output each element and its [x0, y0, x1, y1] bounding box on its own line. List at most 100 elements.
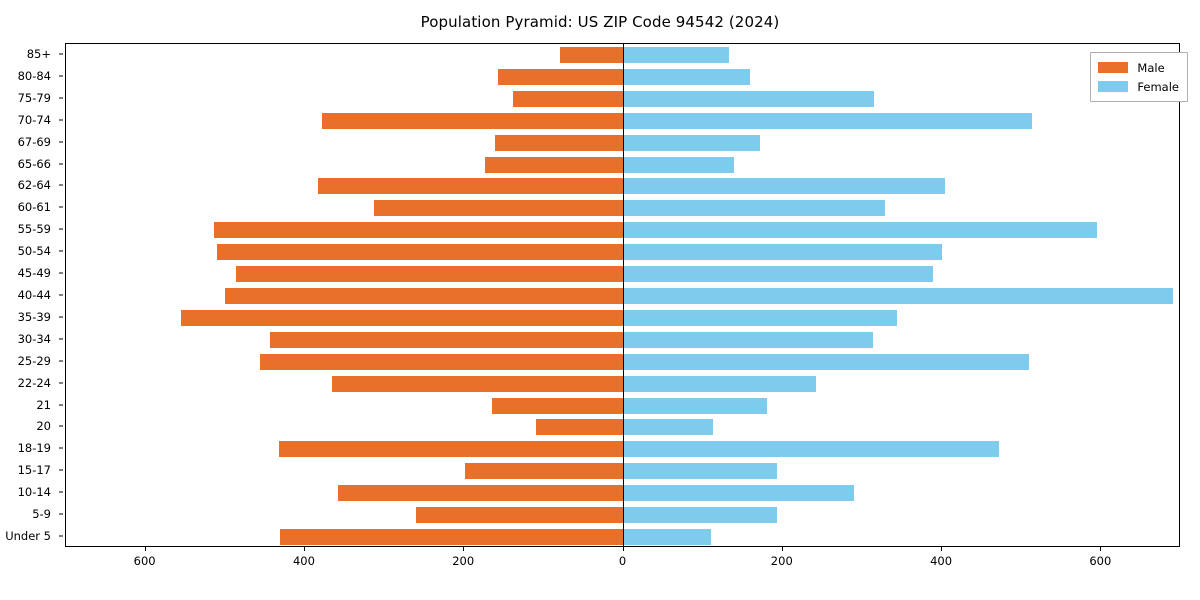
y-axis-label-35-39: 35-39	[17, 309, 51, 324]
bar-male-55-59[interactable]	[214, 222, 624, 239]
bar-female-40-44[interactable]	[623, 287, 1174, 304]
y-axis-tick	[59, 491, 63, 493]
bar-female-70-74[interactable]	[623, 112, 1033, 129]
bar-row	[66, 373, 1179, 395]
legend-label-female: Female	[1137, 79, 1179, 94]
y-axis-label-40-44: 40-44	[17, 288, 51, 302]
bar-female-25-29[interactable]	[623, 353, 1029, 370]
y-axis-label-62-64: 62-64	[17, 178, 51, 193]
bar-male-20[interactable]	[535, 419, 624, 436]
y-axis-tick	[59, 294, 63, 296]
bar-male-67-69[interactable]	[495, 134, 624, 151]
bar-male-15-17[interactable]	[465, 463, 624, 480]
bar-female-62-64[interactable]	[623, 178, 946, 195]
bar-female-15-17[interactable]	[623, 463, 778, 480]
bar-row	[66, 154, 1179, 176]
bar-male-40-44[interactable]	[225, 287, 624, 304]
bar-male-62-64[interactable]	[318, 178, 624, 195]
y-axis-label-67-69: 67-69	[17, 134, 51, 149]
bar-female-30-34[interactable]	[623, 331, 873, 348]
bar-female-20[interactable]	[623, 419, 714, 436]
y-axis-label-60-61: 60-61	[17, 200, 51, 215]
bar-female-Under 5[interactable]	[623, 529, 712, 546]
bar-row	[66, 329, 1179, 351]
y-axis-tick	[59, 250, 63, 252]
bar-female-55-59[interactable]	[623, 222, 1098, 239]
bar-male-75-79[interactable]	[512, 90, 624, 107]
y-axis: 85+ 80-84 75-79 70-74 67-69 65-66 62-64 60-61 55…	[0, 43, 63, 547]
bar-female-50-54[interactable]	[623, 244, 943, 261]
bar-male-5-9[interactable]	[415, 507, 624, 524]
bar-female-80-84[interactable]	[623, 68, 751, 85]
legend-label-male: Male	[1137, 60, 1165, 75]
bar-female-22-24[interactable]	[623, 375, 817, 392]
bar-female-60-61[interactable]	[623, 200, 885, 217]
bar-female-10-14[interactable]	[623, 485, 854, 502]
y-axis-label-80-84: 80-84	[17, 68, 51, 83]
legend-item-female[interactable]: Female	[1098, 77, 1179, 96]
y-axis-label-65-66: 65-66	[17, 156, 51, 171]
bar-female-18-19[interactable]	[623, 441, 999, 458]
legend-swatch-female	[1098, 81, 1129, 92]
y-axis-tick	[59, 184, 63, 186]
y-axis-label-50-54: 50-54	[17, 244, 51, 259]
bar-male-85+[interactable]	[559, 46, 624, 63]
y-axis-tick	[59, 53, 63, 55]
bar-row	[66, 395, 1179, 417]
x-axis-label-0-3: 0	[618, 554, 627, 568]
bar-male-50-54[interactable]	[216, 244, 624, 261]
y-axis-label-15-17: 15-17	[17, 463, 51, 478]
bar-female-5-9[interactable]	[623, 507, 778, 524]
bar-male-65-66[interactable]	[484, 156, 624, 173]
bar-row	[66, 219, 1179, 241]
bar-female-85+[interactable]	[623, 46, 729, 63]
y-axis-tick	[59, 97, 63, 99]
y-axis-tick	[59, 469, 63, 471]
bar-male-80-84[interactable]	[498, 68, 624, 85]
bar-male-70-74[interactable]	[321, 112, 624, 129]
bar-male-60-61[interactable]	[374, 200, 624, 217]
y-axis-label-25-29: 25-29	[17, 353, 51, 368]
bar-female-45-49[interactable]	[623, 266, 934, 283]
y-axis-tick	[59, 316, 63, 318]
bar-male-45-49[interactable]	[235, 266, 624, 283]
legend-item-male[interactable]: Male	[1098, 58, 1179, 77]
y-axis-tick	[59, 360, 63, 362]
bar-row	[66, 482, 1179, 504]
bar-row	[66, 132, 1179, 154]
x-axis-label-200-4: 200	[770, 554, 793, 568]
y-axis-label-Under 5: Under 5	[5, 529, 51, 544]
zero-axis-line	[622, 44, 625, 546]
x-axis-label-400-5: 400	[930, 554, 953, 568]
bar-male-25-29[interactable]	[259, 353, 624, 370]
bar-male-Under 5[interactable]	[280, 529, 624, 546]
bar-row	[66, 241, 1179, 263]
bar-male-22-24[interactable]	[332, 375, 624, 392]
y-axis-label-75-79: 75-79	[17, 90, 51, 105]
y-axis-tick	[59, 75, 63, 77]
bar-male-18-19[interactable]	[279, 441, 624, 458]
bar-male-30-34[interactable]	[269, 331, 624, 348]
bar-male-21[interactable]	[492, 397, 624, 414]
bar-row	[66, 504, 1179, 526]
bar-male-35-39[interactable]	[180, 309, 624, 326]
y-axis-tick	[59, 206, 63, 208]
bar-female-35-39[interactable]	[623, 309, 897, 326]
bar-row	[66, 44, 1179, 66]
bar-female-75-79[interactable]	[623, 90, 874, 107]
x-axis-tick	[781, 547, 783, 551]
y-axis-tick	[59, 141, 63, 143]
bar-row	[66, 460, 1179, 482]
y-axis-tick	[59, 425, 63, 427]
x-axis-tick	[144, 547, 146, 551]
bar-row	[66, 307, 1179, 329]
bar-female-21[interactable]	[623, 397, 767, 414]
x-axis: 600 400 200 0 200 400 600	[65, 547, 1180, 587]
plot-area	[65, 43, 1180, 547]
x-axis-label-600-0: 600	[133, 554, 156, 568]
bar-female-65-66[interactable]	[623, 156, 735, 173]
bar-row	[66, 175, 1179, 197]
bar-female-67-69[interactable]	[623, 134, 761, 151]
bar-male-10-14[interactable]	[338, 485, 624, 502]
